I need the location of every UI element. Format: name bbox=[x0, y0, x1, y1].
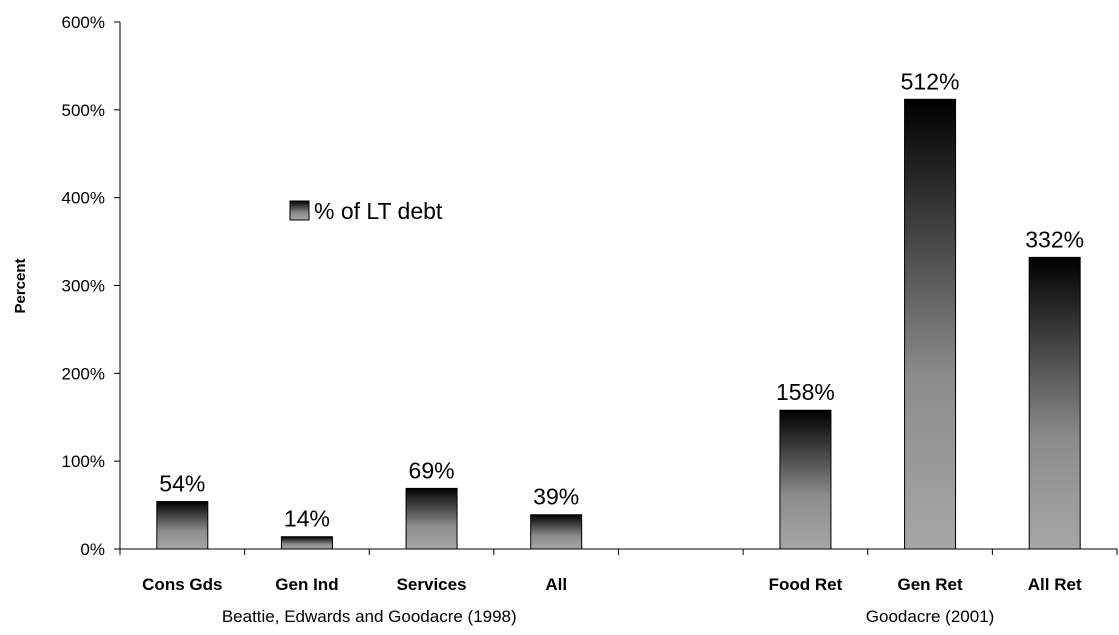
y-tick-label: 200% bbox=[62, 364, 105, 383]
x-category-label: Gen Ind bbox=[275, 575, 338, 594]
x-axis-category-labels: Cons Gds Gen Ind Services All Food Ret Gen Re… bbox=[142, 575, 1082, 594]
bar bbox=[156, 501, 209, 550]
y-tick-label: 300% bbox=[62, 277, 105, 296]
x-group-label: Beattie, Edwards and Goodacre (1998) bbox=[222, 607, 517, 626]
x-category-label: Cons Gds bbox=[142, 575, 222, 594]
x-group-label: Goodacre (2001) bbox=[866, 607, 995, 626]
bar-data-label: 39% bbox=[533, 484, 579, 510]
y-tick-label: 600% bbox=[62, 13, 105, 32]
bar-data-label: 158% bbox=[776, 379, 835, 405]
x-category-label: Gen Ret bbox=[897, 575, 963, 594]
x-category-label: Food Ret bbox=[769, 575, 843, 594]
y-tick-label: 100% bbox=[62, 452, 105, 471]
bar-data-label: 14% bbox=[284, 506, 330, 532]
bar bbox=[530, 514, 583, 550]
bar bbox=[1028, 256, 1081, 550]
y-tick-label: 0% bbox=[80, 540, 105, 559]
legend: % of LT debt bbox=[289, 198, 443, 224]
axes bbox=[119, 22, 1118, 555]
y-tick-label: 400% bbox=[62, 189, 105, 208]
y-tick-label: 500% bbox=[62, 101, 105, 120]
bar bbox=[779, 409, 832, 550]
legend-label: % of LT debt bbox=[314, 198, 443, 224]
bar-data-label: 512% bbox=[901, 68, 960, 94]
bar bbox=[280, 536, 333, 550]
y-axis-ticks: 0% 100% 200% 300% 400% 500% 600% bbox=[62, 13, 120, 559]
bars bbox=[156, 98, 1081, 550]
x-category-label: All bbox=[545, 575, 567, 594]
bar bbox=[405, 487, 458, 550]
bar-data-label: 332% bbox=[1025, 226, 1084, 252]
x-category-label: All Ret bbox=[1028, 575, 1082, 594]
x-category-label: Services bbox=[397, 575, 467, 594]
x-axis-group-labels: Beattie, Edwards and Goodacre (1998) Good… bbox=[222, 607, 995, 626]
bar bbox=[904, 98, 957, 550]
y-axis-title: Percent bbox=[12, 258, 29, 313]
data-labels: 54% 14% 69% 39% 158% 512% 332% bbox=[159, 68, 1084, 531]
bar-data-label: 69% bbox=[409, 457, 455, 483]
bar-data-label: 54% bbox=[159, 471, 205, 497]
legend-swatch bbox=[289, 200, 310, 221]
